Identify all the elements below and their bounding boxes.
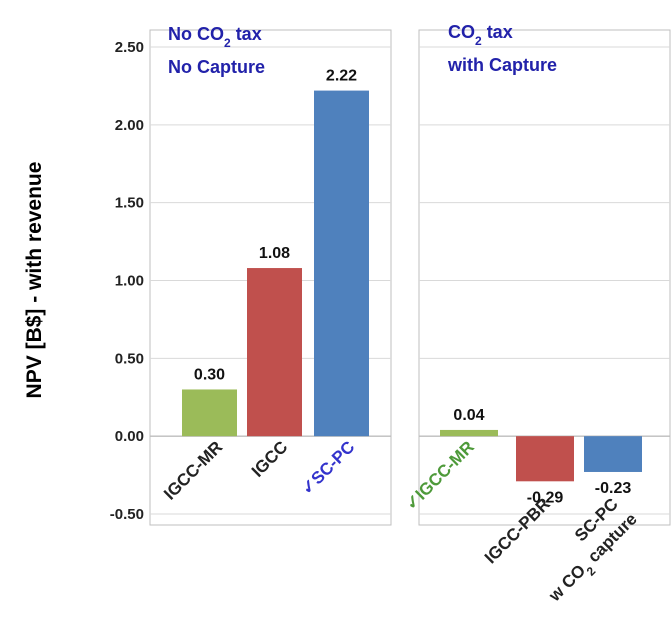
panel-title-line: CO2 tax (448, 22, 513, 48)
panel-no-tax: 2.50 2.00 1.50 1.00 0.50 0.00 -0.50 No CO2 tax N… (110, 24, 392, 526)
bar-0 (440, 429, 498, 437)
y-tick-label: 2.50 (115, 39, 144, 56)
y-axis-label: NPV [B$] - with revenue (23, 162, 46, 399)
category-label: IGCC-PBR (481, 494, 554, 567)
data-label: 0.30 (194, 366, 225, 383)
y-tick-label: -0.50 (110, 506, 144, 523)
y-axis-label-group: NPV [B$] - with revenue (23, 162, 46, 399)
data-label: 1.08 (259, 245, 290, 262)
panel-title-line: with Capture (447, 55, 557, 75)
panel-frame (418, 29, 671, 526)
panel-tax-capture: CO2 tax with Capture 0.04 ✓IGCC-MR -0.29IGCC… (402, 22, 671, 606)
category-label: ✓IGCC-MR (402, 437, 478, 513)
category-label: IGCC-MR (160, 437, 226, 503)
data-label: 2.22 (326, 68, 357, 85)
data-label: -0.29 (527, 489, 564, 506)
y-tick-label: 2.00 (115, 117, 144, 134)
panel-frame (149, 29, 392, 526)
bar-2 (314, 90, 369, 437)
panel-title-line: No CO2 tax (168, 24, 262, 50)
y-tick-label: 1.50 (115, 195, 144, 212)
bar-0 (182, 389, 237, 437)
bar-1 (247, 268, 302, 437)
y-tick-label: 0.50 (115, 350, 144, 367)
category-label: IGCC (248, 437, 291, 480)
bar-2 (584, 436, 642, 472)
bar-1 (516, 436, 574, 482)
data-label: -0.23 (595, 480, 632, 497)
data-label: 0.04 (453, 407, 484, 424)
y-tick-label: 0.00 (115, 428, 144, 445)
y-tick-label: 1.00 (115, 273, 144, 290)
panel-title-line: No Capture (168, 57, 265, 77)
category-label: ✓SC-PC (297, 437, 358, 498)
